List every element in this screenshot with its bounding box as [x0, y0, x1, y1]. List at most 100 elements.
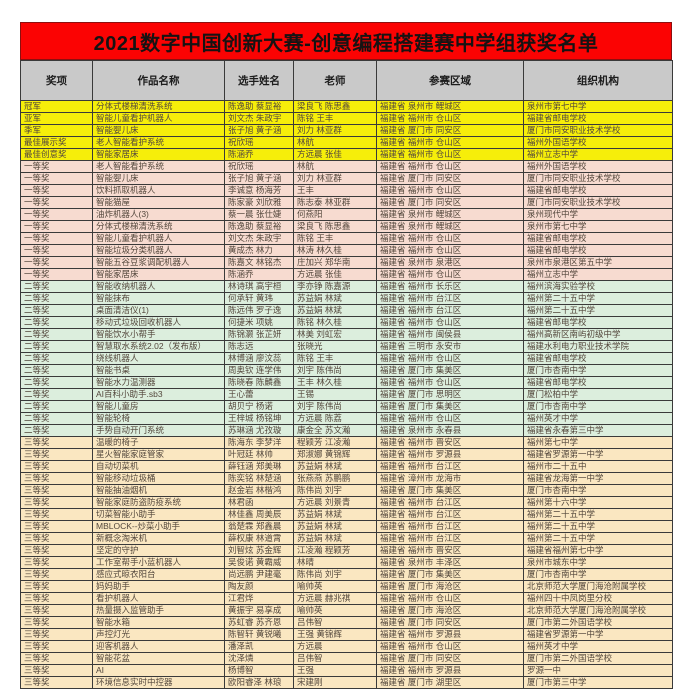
cell-work-name: 工作室帮手小蓝机器人 — [92, 556, 225, 569]
cell-award: 三等奖 — [20, 604, 93, 617]
cell-award: 一等奖 — [20, 160, 93, 173]
cell-award: 三等奖 — [20, 496, 93, 509]
cell-region: 福建省 厦门市 海沧区 — [376, 604, 524, 617]
cell-region: 福建省 福州市 晋安区 — [376, 436, 524, 449]
cell-work-name: 智能儿童房 — [92, 400, 225, 413]
table-row: 二等奖 智能轮椅 王梓城 杨铭坤 方远晨 陈荔 福建省 福州市 仓山区 福州英才… — [20, 412, 673, 425]
cell-teacher: 方远晨 张佳 — [293, 148, 377, 161]
table-row: 三等奖 切菜智能小助手 林佳鑫 周美辰 苏益娟 林斌 福建省 福州市 台江区 福… — [20, 508, 673, 521]
cell-work-name: 声控灯光 — [92, 628, 225, 641]
table-row: 一等奖 老人智能看护系统 祝欣瑶 林航 福建省 福州市 仓山区 福州外国语学校 — [20, 160, 673, 173]
cell-award: 二等奖 — [20, 412, 93, 425]
cell-award: 二等奖 — [20, 352, 93, 365]
table-row: 二等奖 智能饮水小帮手 陈锦灏 张芷妍 林美 刘虹宏 福建省 福州市 闽侯县 福… — [20, 328, 673, 341]
cell-work-name: 热量摄入监管助手 — [92, 604, 225, 617]
cell-teacher: 刘力 林亚群 — [293, 124, 377, 137]
cell-teacher: 庄加兴 郑华南 — [293, 256, 377, 269]
cell-player-names: 陈志远 — [224, 340, 294, 353]
cell-player-names: 刘文杰 朱政宇 — [224, 112, 294, 125]
cell-teacher: 方远晨 张佳 — [293, 268, 377, 281]
column-header: 作品名称 — [92, 60, 225, 101]
cell-organization: 福建省邮电学校 — [523, 316, 673, 329]
cell-teacher: 梁良飞 陈思鑫 — [293, 220, 377, 233]
cell-work-name: 智能猫屋 — [92, 196, 225, 209]
cell-organization: 罗源一中 — [523, 664, 673, 677]
cell-region: 福建省 福州市 闽侯县 — [376, 328, 524, 341]
cell-organization: 厦门市第二外国语学校 — [523, 616, 673, 629]
cell-region: 福建省 厦门市 同安区 — [376, 172, 524, 185]
table-row: 一等奖 油炸机器人(3) 蔡一晨 张仕婕 何燕阳 福建省 泉州市 鲤城区 泉州现… — [20, 208, 673, 221]
cell-award: 三等奖 — [20, 556, 93, 569]
award-sheet: 2021数字中国创新大赛-创意编程搭建赛中学组获奖名单 奖项 作品名称 选手姓名 老师… — [20, 22, 673, 689]
cell-work-name: MBLOCK--炒菜小助手 — [92, 520, 225, 533]
cell-organization: 厦门市同安职业技术学校 — [523, 124, 673, 137]
table-row: 一等奖 智能婴儿床 张子旭 黄子涵 刘力 林亚群 福建省 厦门市 同安区 厦门市… — [20, 172, 673, 185]
cell-organization: 厦门市杏南中学 — [523, 484, 673, 497]
cell-organization: 福建水利电力职业技术学院 — [523, 340, 673, 353]
cell-player-names: 陈涵乔 — [224, 148, 294, 161]
table-row: 三等奖 智能水箱 苏虹睿 苏齐恩 吕伟智 福建省 厦门市 同安区 厦门市第二外国… — [20, 616, 673, 629]
cell-teacher: 张燕燕 苏鹏鹏 — [293, 472, 377, 485]
table-row: 三等奖 工作室帮手小蓝机器人 吴俊诺 黄霸威 林晴 福建省 泉州市 丰泽区 泉州… — [20, 556, 673, 569]
cell-work-name: 自动切菜机 — [92, 460, 225, 473]
cell-player-names: 张子旭 黄子涵 — [224, 172, 294, 185]
table-row: 二等奖 智能儿童房 胡贝宁 杨诺 刘宇 陈伟尚 福建省 厦门市 集美区 厦门市杏… — [20, 400, 673, 413]
cell-region: 福建省 厦门市 同安区 — [376, 616, 524, 629]
cell-work-name: 智能儿童看护机器人 — [92, 232, 225, 245]
cell-organization: 泉州市泉港区第五中学 — [523, 256, 673, 269]
cell-region: 福建省 福州市 仓山区 — [376, 244, 524, 257]
awards-table: 奖项 作品名称 选手姓名 老师 参赛区域 组织机构 冠军 分体式楼梯清洗系统 陈逸助 蔡显… — [20, 60, 673, 689]
cell-player-names: 陈嘉文 林铭杰 — [224, 256, 294, 269]
cell-organization: 泉州市第七中学 — [523, 220, 673, 233]
cell-award: 一等奖 — [20, 196, 93, 209]
header-row: 奖项 作品名称 选手姓名 老师 参赛区域 组织机构 — [20, 60, 673, 101]
cell-award: 二等奖 — [20, 376, 93, 389]
cell-teacher: 林航 — [293, 136, 377, 149]
cell-region: 福建省 福州市 仓山区 — [376, 376, 524, 389]
table-row: 三等奖 新概念淘米机 薛权康 林道霄 苏益娟 林斌 福建省 福州市 台江区 福州… — [20, 532, 673, 545]
cell-teacher: 陈志泰 林亚群 — [293, 196, 377, 209]
cell-organization: 福州市二十五中 — [523, 460, 673, 473]
cell-teacher: 林航 — [293, 160, 377, 173]
table-row: 三等奖 声控灯光 陈智轩 黄锐曦 王强 黄锦辉 福建省 福州市 罗源县 福建省罗… — [20, 628, 673, 641]
cell-teacher: 陈铭 林久桂 — [293, 316, 377, 329]
cell-region: 福建省 泉州市 鲤城区 — [376, 208, 524, 221]
cell-region: 福建省 福州市 仓山区 — [376, 160, 524, 173]
cell-award: 二等奖 — [20, 292, 93, 305]
cell-teacher: 苏益娟 林斌 — [293, 532, 377, 545]
cell-player-names: 陈晓春 陈麟鑫 — [224, 376, 294, 389]
cell-player-names: 薛钰涵 郑美琳 — [224, 460, 294, 473]
table-row: 三等奖 温暖的椅子 陈海东 李梦洋 程颖芳 江凌瀚 福建省 福州市 晋安区 福州… — [20, 436, 673, 449]
cell-award: 冠军 — [20, 100, 93, 113]
cell-player-names: 王心蕾 — [224, 388, 294, 401]
table-row: 三等奖 MBLOCK--炒菜小助手 翁楚霖 郑鑫晨 苏益娟 林斌 福建省 福州市… — [20, 520, 673, 533]
cell-player-names: 李诚意 杨海芳 — [224, 184, 294, 197]
column-header: 组织机构 — [523, 60, 673, 101]
cell-work-name: 分体式楼梯清洗系统 — [92, 220, 225, 233]
cell-teacher: 喻帅英 — [293, 580, 377, 593]
table-row: 三等奖 妈妈助手 陶友颜 喻帅英 福建省 厦门市 海沧区 北京师范大学厦门海沧附… — [20, 580, 673, 593]
table-row: 二等奖 智能书桌 周奥钦 连学伟 刘宇 陈伟尚 福建省 厦门市 集美区 厦门市杏… — [20, 364, 673, 377]
cell-teacher: 刘宇 陈伟尚 — [293, 400, 377, 413]
cell-player-names: 陈逸助 蔡显裕 — [224, 100, 294, 113]
cell-award: 一等奖 — [20, 220, 93, 233]
cell-work-name: 智能垃圾分类机器人 — [92, 244, 225, 257]
table-row: 三等奖 迎客机器人 潘泽凯 方远晨 福建省 福州市 仓山区 福州英才中学 — [20, 640, 673, 653]
cell-organization: 厦门市杏南中学 — [523, 364, 673, 377]
cell-player-names: 张子旭 黄子涵 — [224, 124, 294, 137]
cell-teacher: 陈伟尚 刘宇 — [293, 484, 377, 497]
cell-region: 福建省 厦门市 集美区 — [376, 364, 524, 377]
cell-region: 福建省 厦门市 海沧区 — [376, 580, 524, 593]
cell-organization: 厦门市杏南中学 — [523, 568, 673, 581]
cell-work-name: 星火智能家庭管家 — [92, 448, 225, 461]
table-row: 最佳创意奖 智能家居床 陈涵乔 方远晨 张佳 福建省 福州市 仓山区 福州立志中… — [20, 148, 673, 161]
cell-teacher: 陈铭 王丰 — [293, 112, 377, 125]
cell-region: 福建省 福州市 罗源县 — [376, 664, 524, 677]
table-row: 三等奖 智能移动垃圾桶 陈奕铭 林楚涵 张燕燕 苏鹏鹏 福建省 漳州市 龙海市 … — [20, 472, 673, 485]
cell-organization: 福州第十六中学 — [523, 496, 673, 509]
cell-player-names: 祝欣瑶 — [224, 160, 294, 173]
column-header: 奖项 — [20, 60, 93, 101]
cell-region: 福建省 福州市 台江区 — [376, 304, 524, 317]
cell-player-names: 吴俊诺 黄霸威 — [224, 556, 294, 569]
cell-region: 福建省 泉州市 鲤城区 — [376, 100, 524, 113]
